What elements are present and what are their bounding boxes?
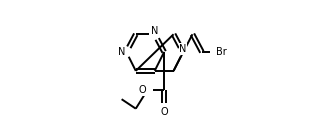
Text: O: O bbox=[139, 85, 146, 95]
Text: N: N bbox=[118, 47, 125, 57]
Text: N: N bbox=[151, 26, 158, 36]
Text: N: N bbox=[179, 44, 187, 54]
Text: Br: Br bbox=[216, 47, 227, 57]
Text: O: O bbox=[160, 107, 168, 117]
